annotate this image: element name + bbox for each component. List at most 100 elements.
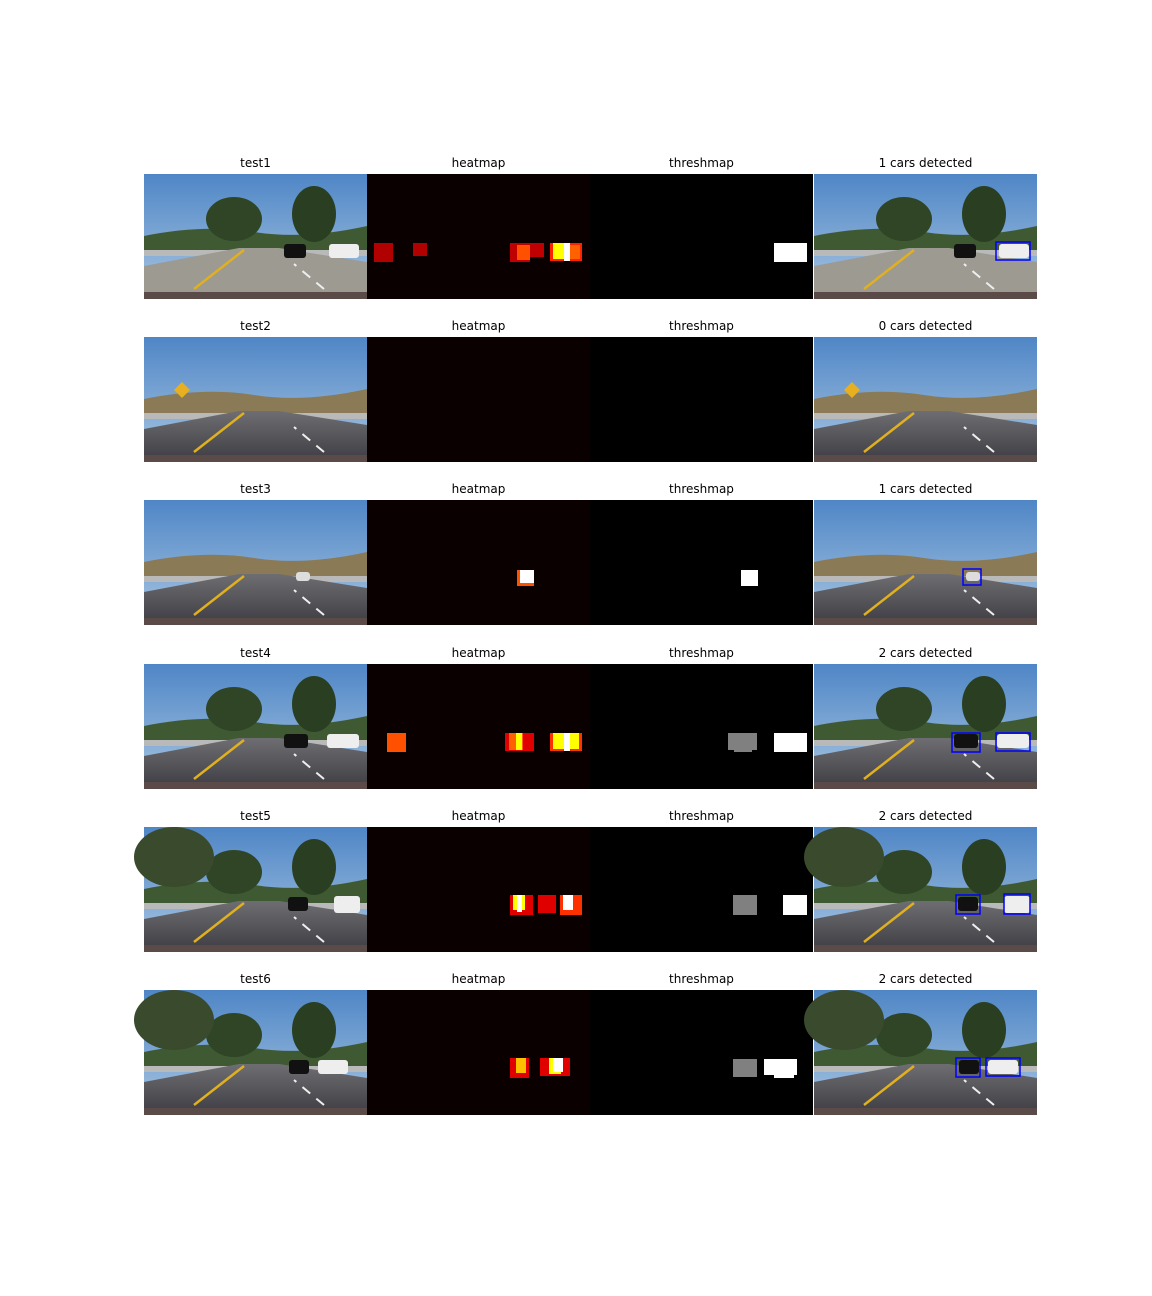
heat-blob: [570, 245, 580, 259]
detection-box: [951, 732, 981, 753]
hills: [814, 389, 1037, 417]
road: [144, 411, 367, 462]
thresh-blob: [774, 733, 807, 752]
car: [997, 734, 1029, 748]
panel-title: test1: [240, 156, 271, 170]
car: [288, 897, 308, 911]
thresh-blob: [728, 733, 757, 750]
lane-line: [863, 902, 915, 943]
hills: [144, 879, 367, 907]
car: [959, 1060, 979, 1074]
thresh-blob: [734, 748, 752, 752]
lane-line: [293, 753, 325, 780]
hills: [144, 226, 367, 254]
panel-title: threshmap: [669, 482, 734, 496]
lane-line: [963, 426, 995, 453]
road: [814, 901, 1037, 952]
heat-blob: [530, 243, 544, 257]
detection-box: [995, 241, 1031, 261]
sign: [844, 382, 860, 398]
tree: [962, 676, 1006, 732]
road: [144, 901, 367, 952]
image-row: test2 heatmap threshmap 0 cars detected: [144, 319, 1037, 462]
threshmap: [590, 664, 813, 789]
panel-title: test3: [240, 482, 271, 496]
heat-blob: [520, 570, 534, 583]
lane-line: [193, 739, 245, 780]
car: [327, 734, 359, 748]
heatmap: [367, 500, 590, 625]
heatmap: [367, 827, 590, 952]
lane-line: [963, 263, 995, 290]
tree: [206, 850, 262, 894]
tree: [206, 197, 262, 241]
heat-blob: [413, 243, 427, 256]
panel-title: 2 cars detected: [879, 972, 973, 986]
lane-line: [963, 589, 995, 616]
detection-box: [985, 1057, 1021, 1077]
lane-line: [193, 412, 245, 453]
tree: [804, 990, 884, 1050]
lane-line: [963, 1079, 995, 1106]
car: [1004, 896, 1030, 913]
car: [988, 1060, 1018, 1074]
lane-line: [193, 575, 245, 616]
hood: [814, 945, 1037, 952]
panel-title: threshmap: [669, 646, 734, 660]
heatmap: [367, 664, 590, 789]
car: [284, 244, 306, 258]
panel-title: threshmap: [669, 972, 734, 986]
car: [966, 572, 980, 581]
lane-line: [193, 1065, 245, 1106]
heat-blob: [553, 1058, 563, 1072]
hood: [144, 292, 367, 299]
lane-line: [963, 753, 995, 780]
heat-blob: [563, 895, 573, 910]
heat-blob: [516, 1058, 526, 1073]
tree: [134, 827, 214, 887]
hills: [814, 226, 1037, 254]
threshmap: [590, 990, 813, 1115]
detection-box: [955, 894, 981, 915]
panel-title: threshmap: [669, 156, 734, 170]
hood: [814, 455, 1037, 462]
road: [144, 574, 367, 625]
panel-title: heatmap: [452, 809, 506, 823]
heat-blob: [516, 733, 522, 750]
tree: [206, 1013, 262, 1057]
image-row: test3 heatmap threshmap 1 cars detected: [144, 482, 1037, 625]
thresh-blob: [764, 1059, 797, 1075]
car: [318, 1060, 348, 1074]
lane-line: [193, 902, 245, 943]
panel-title: 2 cars detected: [879, 646, 973, 660]
road: [814, 574, 1037, 625]
thresh-blob: [783, 895, 807, 915]
heat-blob: [517, 245, 530, 260]
tree: [134, 990, 214, 1050]
panel-title: 1 cars detected: [879, 482, 973, 496]
panel-title: 1 cars detected: [879, 156, 973, 170]
car: [296, 572, 310, 581]
hills: [144, 552, 367, 580]
road: [144, 248, 367, 299]
tree: [876, 1013, 932, 1057]
car: [999, 244, 1029, 258]
heat-blob: [553, 243, 567, 259]
threshmap: [590, 337, 813, 462]
hills: [814, 879, 1037, 907]
tree: [876, 850, 932, 894]
detection-box: [962, 568, 982, 586]
lane-line: [863, 249, 915, 290]
road: [814, 411, 1037, 462]
panel-title: heatmap: [452, 319, 506, 333]
lane-line: [293, 426, 325, 453]
thresh-blob: [774, 243, 807, 262]
thresh-blob: [741, 570, 758, 586]
thresh-blob: [733, 895, 757, 915]
tree: [206, 687, 262, 731]
hood: [814, 782, 1037, 789]
hood: [814, 618, 1037, 625]
thresh-blob: [774, 1074, 794, 1078]
car: [958, 897, 978, 911]
